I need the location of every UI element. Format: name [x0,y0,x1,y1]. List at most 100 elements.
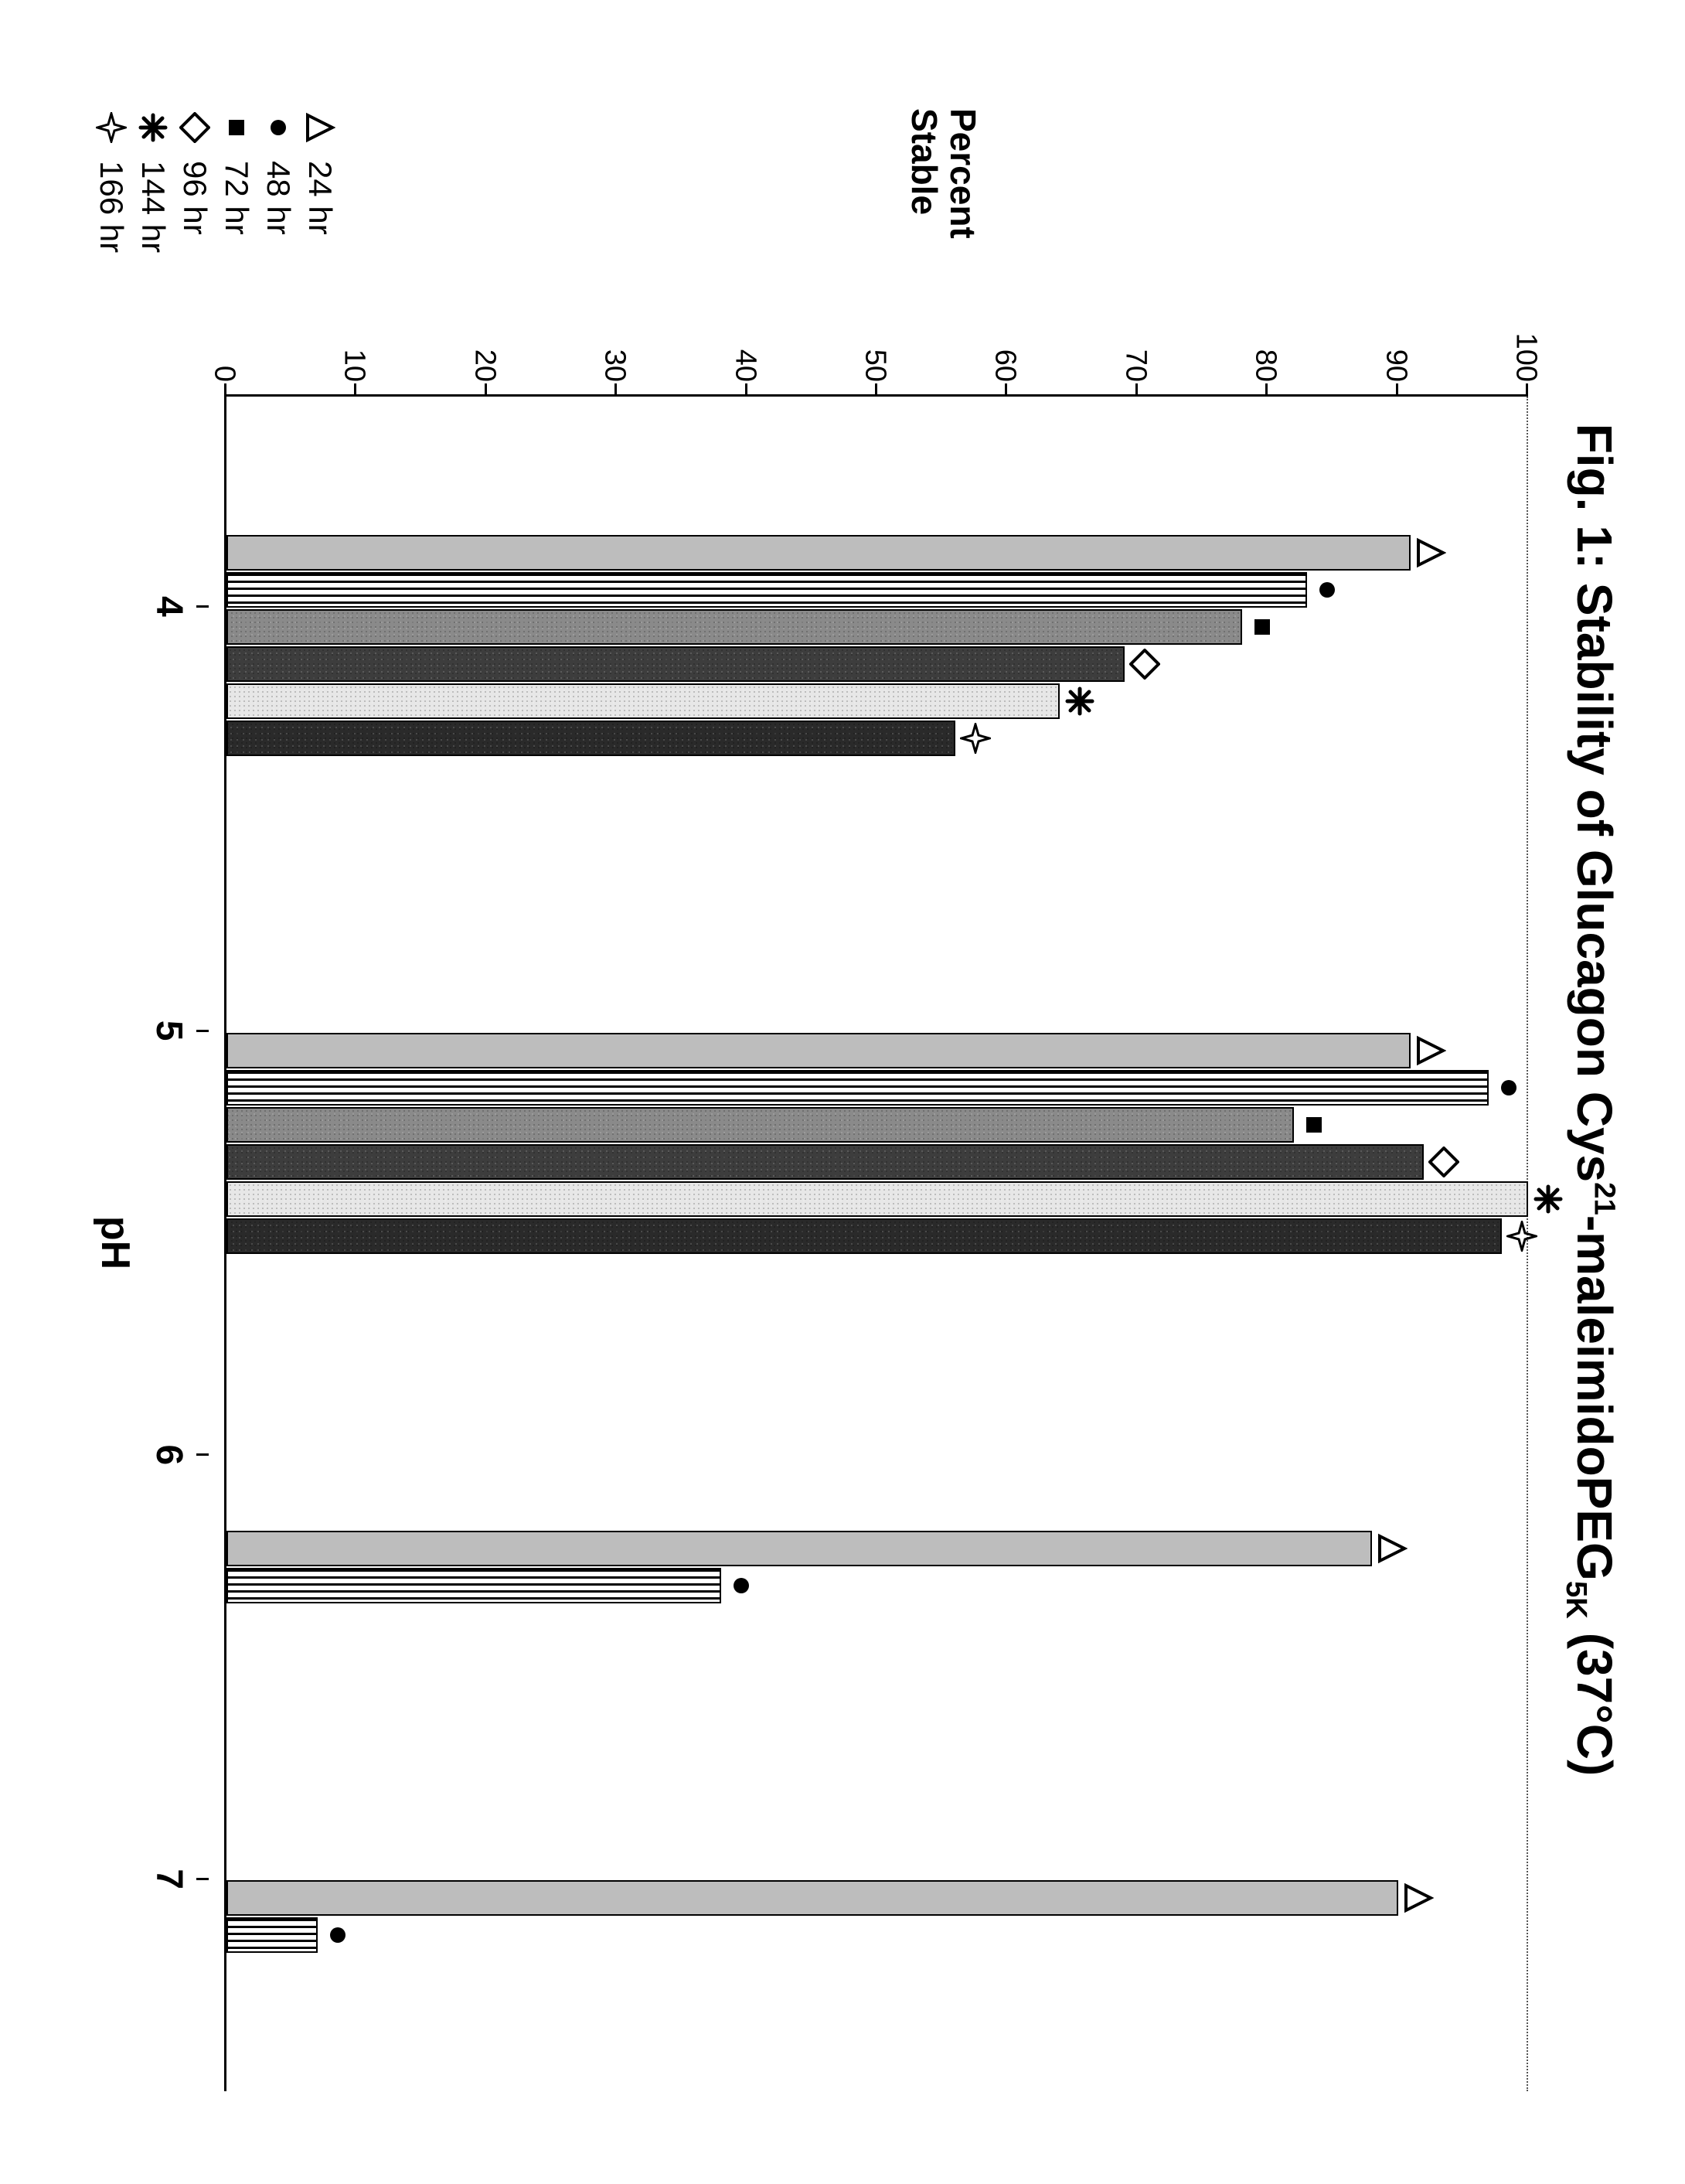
left-panel: Percent Stable 24 hr48 hr72 hr96 hr144 h… [93,108,1528,309]
bar [226,1181,1528,1217]
legend: 24 hr48 hr72 hr96 hr144 hr166 hr [93,108,343,253]
ytick-label: 10 [338,349,371,382]
xtick-mark [196,1030,209,1032]
asterisk-icon [138,108,168,147]
bar [226,535,1411,571]
triangle-icon [1377,1533,1408,1564]
group-ph-7 [226,1880,1434,1953]
title-sup: 21 [1588,1182,1621,1215]
bar [226,1218,1502,1254]
xtick-mark [196,1878,209,1880]
chart-title: Fig. 1: Stability of Glucagon Cys21-male… [1559,108,1623,2091]
bar [226,1568,721,1603]
xtick-label: 5 [148,819,190,1243]
yaxis-and-plot: 0102030405060708090100 [224,309,1528,2091]
chart-zone: Percent Stable 24 hr48 hr72 hr96 hr144 h… [93,108,1528,2091]
diamond-icon [1129,649,1160,680]
ytick-mark [224,383,226,394]
x-ticks: 4567 [148,309,209,2091]
title-sub: 5K [1560,1581,1593,1619]
bar [226,609,1242,645]
xtick: 4 [148,394,209,819]
dot-icon [1312,574,1343,605]
ylabel-line2: Stable [904,108,945,215]
dot-icon [726,1570,757,1601]
bar-7-24 [226,1880,1434,1916]
bar-4-48 [226,572,1343,608]
xtick-label: 7 [148,1667,190,2091]
legend-item-144: 144 hr [134,108,172,253]
xtick-mark [196,605,209,608]
ytick-mark [1526,383,1528,394]
ytick-label: 30 [598,349,631,382]
ytick-label: 20 [468,349,501,382]
y-axis: 0102030405060708090100 [224,309,1528,394]
bar [226,572,1307,608]
bar [226,721,955,756]
triangle-icon [1403,1882,1434,1913]
ytick-mark [745,383,747,394]
legend-item-48: 48 hr [260,108,297,253]
legend-label: 144 hr [134,161,172,253]
bar-5-72 [226,1107,1329,1143]
bar [226,1144,1424,1180]
plot-area [224,394,1528,2091]
triangle-icon [1415,1035,1446,1066]
legend-label: 48 hr [260,161,297,235]
bar [226,1107,1294,1143]
chart-body: 0102030405060708090100 4567 pH [93,309,1528,2091]
x-axis-label: pH [92,309,138,2091]
diamond-icon [1428,1147,1459,1177]
bar [226,683,1060,719]
legend-item-24: 24 hr [301,108,339,253]
ytick-mark [1265,383,1268,394]
bar-7-48 [226,1917,353,1953]
title-prefix: Fig. 1: Stability of Glucagon Cys [1567,424,1622,1182]
square-icon [1299,1109,1329,1140]
bar-4-166 [226,721,991,756]
bar-5-96 [226,1144,1459,1180]
group-ph-4 [226,535,1446,756]
ytick-label: 50 [859,349,892,382]
triangle-icon [305,108,335,147]
bar [226,1917,318,1953]
bar-4-96 [226,646,1160,682]
xtick-label: 6 [148,1243,190,1668]
ytick-mark [875,383,877,394]
legend-label: 96 hr [176,161,213,235]
ytick-label: 90 [1379,349,1412,382]
ytick-label: 40 [728,349,761,382]
ytick-label: 70 [1118,349,1152,382]
bar [226,1531,1372,1566]
ytick-mark [1005,383,1007,394]
legend-item-96: 96 hr [176,108,213,253]
square-icon [1247,612,1278,642]
bar-5-48 [226,1070,1524,1106]
triangle-icon [1415,537,1446,568]
bar-5-24 [226,1033,1446,1068]
asterisk-icon [1064,686,1095,717]
fourstar-icon [960,723,991,754]
ytick-mark [485,383,487,394]
ytick-mark [614,383,617,394]
legend-item-166: 166 hr [93,108,130,253]
square-icon [221,108,252,147]
legend-label: 166 hr [93,161,130,253]
title-suffix: (37°C) [1567,1619,1622,1776]
group-ph-6 [226,1531,1408,1603]
fourstar-icon [1506,1221,1537,1252]
legend-item-72: 72 hr [218,108,255,253]
asterisk-icon [1533,1184,1564,1215]
group-ph-5 [226,1033,1564,1254]
bar [226,1033,1411,1068]
rotated-canvas: Fig. 1: Stability of Glucagon Cys21-male… [0,0,1685,2184]
legend-label: 72 hr [218,161,255,235]
bar-5-144 [226,1181,1564,1217]
ytick-mark [1396,383,1398,394]
xtick-label: 4 [148,394,190,819]
bar [226,1880,1398,1916]
dot-icon [322,1920,353,1951]
bar [226,1070,1489,1106]
fourstar-icon [96,108,127,147]
bar-4-144 [226,683,1095,719]
